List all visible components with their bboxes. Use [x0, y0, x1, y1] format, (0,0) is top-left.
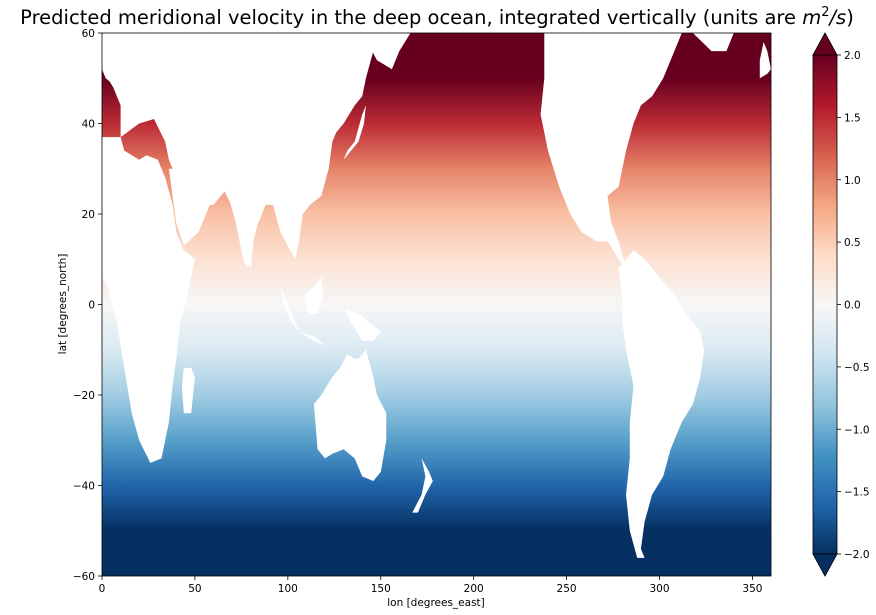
- colorbar-tick-label: 1.5: [844, 112, 861, 124]
- y-axis-ticks: −60 −40 −20 0 20 40 60: [73, 28, 102, 583]
- y-axis-label: lat [degrees_north]: [57, 254, 69, 355]
- land-borneo: [304, 277, 324, 314]
- chart-title-unit-base: m: [802, 6, 821, 29]
- y-tick-label: −20: [73, 390, 95, 402]
- colorbar-extend-max: [812, 32, 838, 56]
- colorbar-body: [812, 54, 838, 555]
- land-new-guinea: [345, 309, 381, 341]
- colorbar-extend-min: [812, 553, 838, 577]
- x-tick-label: 0: [99, 583, 106, 595]
- land-uk: [759, 42, 771, 79]
- colorbar-tick-label: −1.5: [844, 487, 870, 499]
- land-new-zealand: [412, 458, 433, 513]
- y-tick-label: 20: [82, 209, 95, 221]
- land-mask: [102, 33, 771, 558]
- colorbar-tick-label: −0.5: [844, 362, 870, 374]
- land-arabia: [168, 168, 210, 246]
- plot-area: [102, 33, 771, 576]
- land-north-america-main: [540, 33, 682, 269]
- land-india: [228, 195, 266, 269]
- land-madagascar: [181, 367, 195, 414]
- land-south-america: [618, 250, 705, 558]
- chart-title: Predicted meridional velocity in the dee…: [20, 5, 854, 29]
- land-east-greenland-block: [692, 33, 734, 52]
- colorbar-tick-label: 2.0: [844, 50, 861, 62]
- y-tick-label: 0: [88, 300, 95, 312]
- x-tick-label: 200: [464, 583, 484, 595]
- chart-title-unit-exp: 2: [821, 5, 829, 20]
- y-tick-label: −40: [73, 481, 95, 493]
- y-tick-label: 60: [82, 28, 95, 40]
- x-tick-label: 150: [371, 583, 391, 595]
- chart-title-close: ): [846, 6, 854, 29]
- x-tick-label: 100: [278, 583, 298, 595]
- land-indonesia-b: [299, 331, 325, 346]
- x-axis-ticks: 0 50 100 150 200 250 300 350: [99, 576, 762, 595]
- colorbar-tick-label: 0.5: [844, 237, 861, 249]
- y-tick-label: 40: [82, 119, 95, 131]
- colorbar-tick-label: 0.0: [844, 300, 861, 312]
- land-australia: [313, 349, 387, 481]
- y-tick-label: −60: [73, 571, 95, 583]
- x-axis-label: lon [degrees_east]: [387, 597, 485, 609]
- land-indonesia-a: [280, 286, 299, 332]
- land-europe-asia: [102, 33, 381, 269]
- colorbar-tick-label: −1.0: [844, 424, 870, 436]
- colorbar-tick-label: −2.0: [844, 549, 870, 561]
- colorbar-tick-label: 1.0: [844, 175, 861, 187]
- colorbar: −2.0 −1.5 −1.0 −0.5 0.0 0.5 1.0 1.5 2.0: [812, 32, 870, 577]
- chart-title-main: Predicted meridional velocity in the dee…: [20, 6, 802, 29]
- chart-title-unit-tail: /s: [827, 6, 846, 29]
- x-tick-label: 50: [188, 583, 201, 595]
- x-tick-label: 250: [557, 583, 577, 595]
- land-africa: [102, 137, 195, 463]
- x-tick-label: 300: [649, 583, 669, 595]
- colorbar-ticks: −2.0 −1.5 −1.0 −0.5 0.0 0.5 1.0 1.5 2.0: [837, 50, 870, 561]
- x-tick-label: 350: [742, 583, 762, 595]
